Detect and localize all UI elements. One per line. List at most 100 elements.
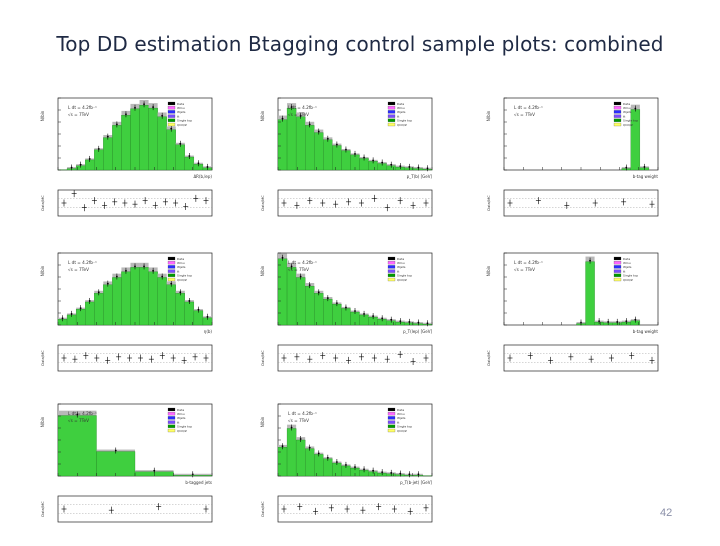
lumi-label: L dt = 4.2fb⁻¹ [68, 411, 97, 416]
energy-label: √s = 7TeV [288, 267, 309, 272]
data-point [143, 266, 145, 268]
data-point [98, 291, 100, 293]
legend-swatch [168, 110, 175, 113]
data-point [327, 457, 329, 459]
legend-entry: QCD/Z [177, 123, 187, 127]
data-point [153, 470, 155, 472]
data-point [408, 321, 410, 323]
data-point [152, 270, 154, 272]
legend-swatch [168, 115, 175, 118]
y-axis-label: N/bin [40, 265, 45, 276]
data-point [62, 317, 64, 319]
legend-swatch [388, 119, 395, 122]
legend-swatch [614, 270, 621, 273]
histogram-bar [323, 140, 332, 170]
data-point [161, 276, 163, 278]
data-point [418, 167, 420, 169]
data-point [327, 297, 329, 299]
x-axis-label: ΔR(b,lep) [193, 174, 212, 179]
legend-swatch [168, 265, 175, 268]
data-point [107, 283, 109, 285]
legend-swatch [388, 274, 395, 277]
legend-swatch [388, 412, 395, 415]
data-point [381, 471, 383, 473]
data-point [381, 162, 383, 164]
histogram-bar [97, 452, 136, 476]
histogram-bar [323, 299, 332, 325]
data-point [134, 107, 136, 109]
legend-swatch [388, 265, 395, 268]
data-point [399, 165, 401, 167]
data-point [198, 309, 200, 311]
data-point [345, 149, 347, 151]
ratio-axis-label: Data/MC [261, 501, 265, 517]
data-point [116, 276, 118, 278]
data-point [309, 284, 311, 286]
data-point [408, 473, 410, 475]
data-point [363, 157, 365, 159]
data-point [616, 321, 618, 323]
ratio-frame [58, 496, 212, 522]
data-point [408, 166, 410, 168]
histogram-bar [149, 272, 158, 325]
legend-swatch [388, 408, 395, 411]
histogram-bar [341, 151, 350, 170]
data-point [188, 155, 190, 157]
lumi-label: L dt = 4.2fb⁻¹ [68, 105, 97, 110]
histogram-bar [586, 262, 595, 325]
y-axis-label: N/bin [486, 265, 491, 276]
data-point [354, 466, 356, 468]
histogram-bar [130, 267, 139, 325]
data-point [207, 316, 209, 318]
data-point [89, 300, 91, 302]
ratio-frame [504, 190, 658, 216]
legend-swatch [614, 257, 621, 260]
data-point [390, 164, 392, 166]
lumi-label: L dt = 4.2fb⁻¹ [514, 260, 543, 265]
data-point [381, 317, 383, 319]
y-axis-label: N/bin [260, 110, 265, 121]
legend-entry: QCD/Z [177, 429, 187, 433]
ratio-frame [504, 345, 658, 371]
legend-swatch [168, 421, 175, 424]
histogram-bar [121, 115, 130, 170]
energy-label: √s = 7TeV [288, 418, 309, 423]
data-point [399, 473, 401, 475]
y-axis-label: N/bin [40, 416, 45, 427]
legend-swatch [388, 261, 395, 264]
histogram-bar [167, 285, 176, 325]
histogram-bar [287, 267, 296, 325]
data-point [372, 315, 374, 317]
x-axis-label: b-tag weight [633, 329, 659, 334]
data-point [152, 106, 154, 108]
legend-entry: QCD/Z [177, 278, 187, 282]
histogram-bar [112, 125, 121, 170]
histogram-bar [278, 120, 287, 170]
data-point [363, 468, 365, 470]
legend-entry: QCD/Z [397, 278, 407, 282]
data-point [170, 283, 172, 285]
data-point [71, 167, 73, 169]
legend-swatch [168, 274, 175, 277]
ratio-frame [278, 345, 432, 371]
histogram-bar [176, 145, 185, 170]
data-point [598, 320, 600, 322]
lumi-label: L dt = 4.2fb⁻¹ [514, 105, 543, 110]
data-point [427, 322, 429, 324]
legend-swatch [614, 265, 621, 268]
data-point [390, 319, 392, 321]
lumi-label: L dt = 4.2fb⁻¹ [288, 411, 317, 416]
data-point [198, 162, 200, 164]
legend-swatch [388, 102, 395, 105]
data-point [291, 427, 293, 429]
histogram-bar [130, 109, 139, 170]
data-point [71, 313, 73, 315]
legend-swatch [168, 123, 175, 126]
data-point [309, 447, 311, 449]
